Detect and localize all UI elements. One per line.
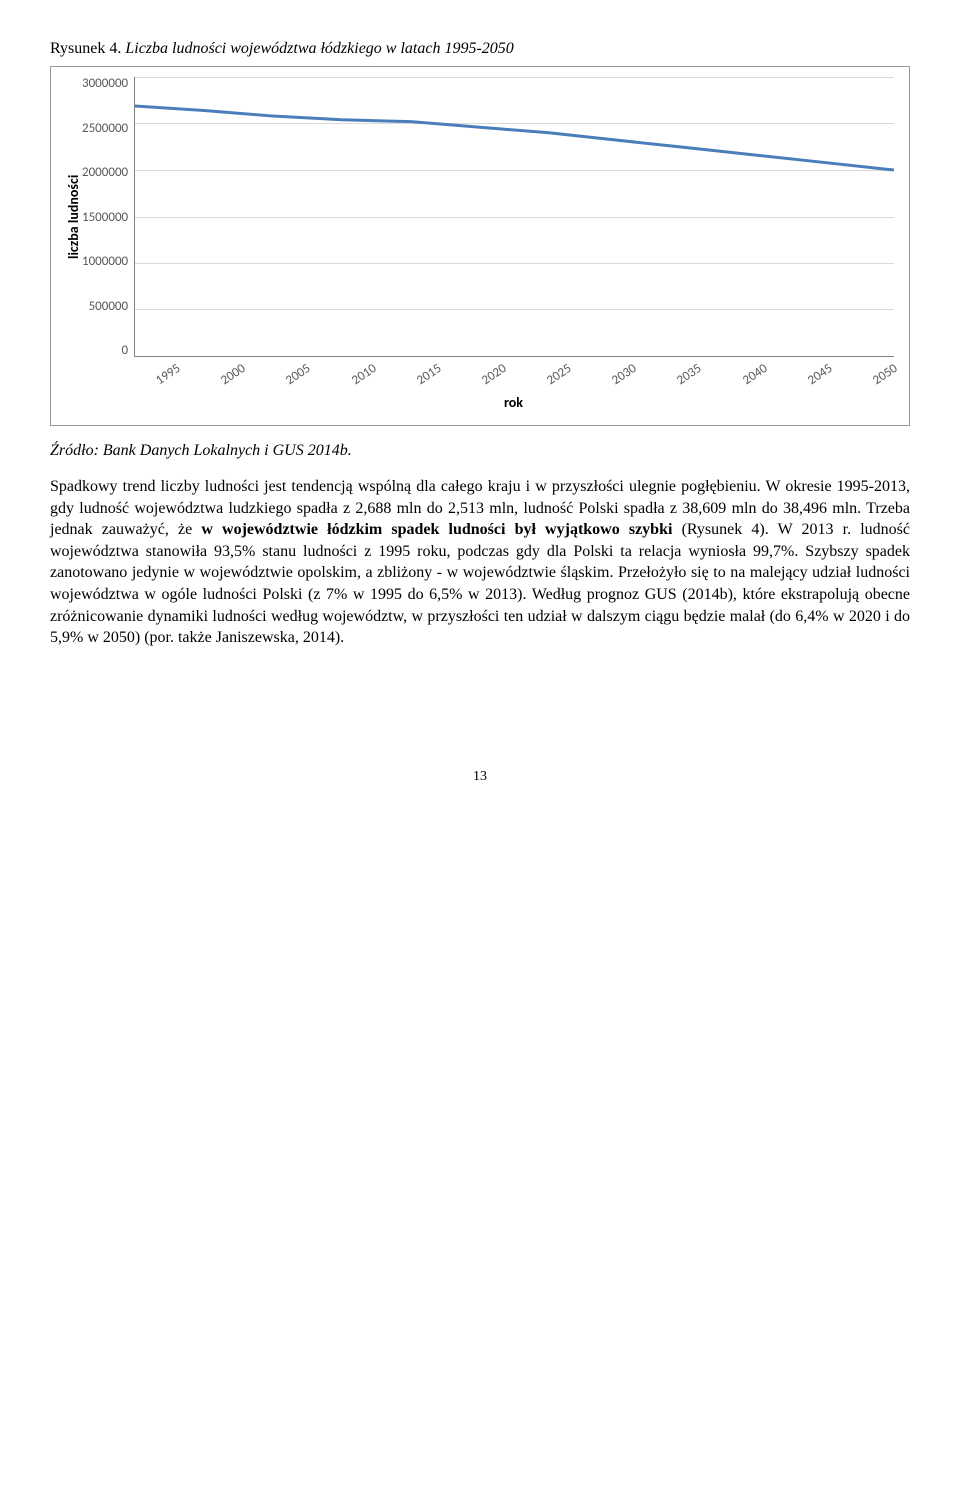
x-tick: 2035: [663, 361, 705, 396]
line-series: [135, 77, 894, 356]
body-paragraph: Spadkowy trend liczby ludności jest tend…: [50, 476, 910, 649]
x-tick: 2010: [337, 361, 379, 396]
y-axis-label: liczba ludności: [61, 77, 82, 357]
x-tick: 2025: [533, 361, 575, 396]
x-tick: 2045: [794, 361, 836, 396]
figure-caption: Rysunek 4. Liczba ludności województwa ł…: [50, 40, 910, 58]
y-tick: 3000000: [82, 77, 128, 90]
plot-area: [134, 77, 894, 357]
y-tick: 500000: [82, 300, 128, 313]
x-tick: 2000: [207, 361, 249, 396]
figure-label: Rysunek 4.: [50, 40, 121, 57]
y-tick: 1500000: [82, 211, 128, 224]
body-text-bold: w województwie łódzkim spadek ludności b…: [201, 521, 672, 538]
page-number: 13: [50, 769, 910, 785]
chart-inner: liczba ludności 3000000 2500000 2000000 …: [61, 77, 894, 357]
figure-title: Liczba ludności województwa łódzkiego w …: [125, 40, 513, 57]
y-tick: 0: [82, 344, 128, 357]
x-axis-ticks: 1995 2000 2005 2010 2015 2020 2025 2030 …: [133, 361, 894, 376]
y-tick: 2000000: [82, 166, 128, 179]
x-tick: 2020: [468, 361, 510, 396]
x-tick: 2050: [859, 361, 901, 396]
body-text-b: (Rysunek 4). W 2013 r. ludność województ…: [50, 521, 910, 646]
population-chart: liczba ludności 3000000 2500000 2000000 …: [50, 66, 910, 426]
y-tick: 1000000: [82, 255, 128, 268]
figure-source: Źródło: Bank Danych Lokalnych i GUS 2014…: [50, 442, 910, 460]
x-tick: 1995: [142, 361, 184, 396]
x-tick: 2005: [272, 361, 314, 396]
x-tick: 2030: [598, 361, 640, 396]
y-tick: 2500000: [82, 122, 128, 135]
x-tick: 2015: [403, 361, 445, 396]
x-axis-label: rok: [133, 394, 894, 411]
x-tick: 2040: [728, 361, 770, 396]
y-axis-ticks: 3000000 2500000 2000000 1500000 1000000 …: [82, 77, 134, 357]
